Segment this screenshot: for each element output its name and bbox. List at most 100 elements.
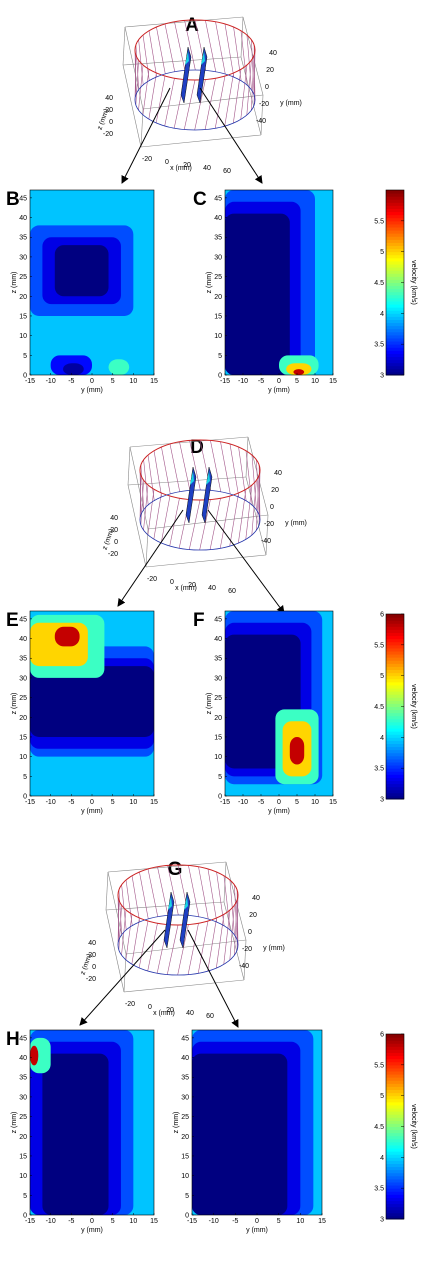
colorbar-tick-label: 6	[380, 1032, 384, 1039]
colorbar-swatch	[386, 257, 404, 262]
colorbar-swatch	[386, 697, 404, 701]
cylinder-hatch	[164, 23, 176, 72]
colorbar-swatch	[386, 1043, 404, 1047]
colorbar-swatch	[386, 264, 404, 268]
colorbar-swatch	[386, 728, 404, 732]
x-tick-label: -20	[142, 156, 152, 163]
y-tick-label: 0	[23, 794, 27, 801]
z-tick-label: -20	[108, 551, 118, 558]
cylinder-hatch	[214, 75, 226, 129]
colorbar-swatch	[386, 1200, 404, 1205]
colorbar-swatch	[386, 688, 404, 692]
panel-label-E: E	[6, 610, 19, 631]
x-axis-label: x (mm)	[153, 1010, 175, 1017]
heatmap-E: E -15 -10 -5 0 5 10 15 0 5 10 15 20 25 30 35 40 45 y (mm) z…	[6, 610, 158, 815]
cube-edge	[127, 446, 131, 486]
cylinder-hatch	[174, 21, 186, 71]
x-axis-label: x (mm)	[175, 585, 197, 592]
cylinder-hatch	[121, 884, 127, 930]
colorbar: 3 3.5 4 4.5 5 5.5 6 velocity (km/s)	[374, 612, 417, 804]
colorbar-swatch	[386, 786, 404, 791]
colorbar-swatch	[386, 1061, 404, 1066]
colorbar-swatch	[386, 223, 404, 228]
z-tick-label: 0	[92, 964, 96, 971]
y-tick-label: 25	[214, 695, 222, 702]
cylinder-hatch	[125, 879, 133, 926]
cylinder-hatch	[147, 489, 155, 535]
cube-edge	[245, 476, 267, 556]
colorbar-swatch	[386, 1154, 404, 1158]
colorbar-swatch	[386, 334, 404, 339]
x-axis-label: y (mm)	[81, 808, 103, 815]
y-tick-label: 30	[181, 1094, 189, 1101]
cylinder-hatch	[143, 459, 149, 505]
colorbar-tick-label: 4.5	[374, 704, 384, 711]
colorbar-swatch	[386, 1145, 404, 1149]
y-tick-label: -20	[259, 101, 269, 108]
x-tick-label: 60	[223, 168, 231, 175]
colorbar-swatch	[386, 641, 404, 646]
cylinder-bottom-ring	[139, 489, 261, 551]
x-tick-label: 20	[166, 1007, 174, 1014]
colorbar-label: velocity (km/s)	[410, 260, 417, 305]
y-tick-label: 20	[19, 294, 27, 301]
y-tick-label: 15	[19, 313, 27, 320]
colorbar-swatch	[386, 331, 404, 336]
cylinder-hatch	[187, 923, 199, 975]
colorbar-swatch	[386, 1212, 404, 1217]
cylinder-hatch	[135, 60, 139, 106]
colorbar-swatch	[386, 777, 404, 781]
colorbar-swatch	[386, 774, 404, 778]
y-tick-label: 40	[19, 215, 27, 222]
cylinder-hatch	[234, 884, 238, 940]
cylinder-hatch	[216, 871, 225, 926]
colorbar-swatch	[386, 193, 404, 197]
colorbar-swatch	[386, 669, 404, 674]
colorbar-swatch	[386, 1172, 404, 1177]
cylinder-hatch	[118, 889, 123, 935]
colorbar-tick-label: 4.5	[374, 1124, 384, 1131]
colorbar-tick-label: 4	[380, 735, 384, 742]
velocity-slice-highlight	[184, 896, 188, 910]
slice-arrow	[121, 87, 171, 184]
x-tick-label: 10	[311, 378, 319, 385]
x-tick-label: -5	[232, 1218, 238, 1225]
z-tick-label: 20	[105, 107, 113, 114]
colorbar-swatch	[386, 789, 404, 794]
y-tick-label: 40	[19, 1055, 27, 1062]
y-tick-label: 35	[19, 1075, 27, 1082]
x-tick-label: 0	[165, 159, 169, 166]
colorbar-swatch	[386, 1046, 404, 1050]
y-tick-label: 45	[214, 616, 222, 623]
cylinder-hatch	[179, 441, 191, 491]
colorbar-swatch	[386, 1160, 404, 1164]
colorbar-swatch	[386, 220, 404, 225]
cube-edge	[243, 939, 247, 981]
y-tick-label: 30	[19, 675, 27, 682]
cylinder-hatch	[142, 69, 150, 115]
cylinder-hatch	[246, 60, 252, 116]
x-tick-label: -15	[220, 378, 230, 385]
cylinder-bottom-ring	[117, 914, 239, 976]
y-axis-label: z (mm)	[173, 1112, 180, 1134]
cylinder-hatch	[189, 440, 201, 491]
y-tick-label: 5	[185, 1193, 189, 1200]
y-tick-label: 5	[218, 774, 222, 781]
colorbar-swatch	[386, 1077, 404, 1081]
colorbar-swatch	[386, 755, 404, 760]
x-tick-label: 15	[150, 378, 158, 385]
panel-label-C: C	[193, 189, 207, 210]
x-tick-label: 15	[329, 799, 337, 806]
heatmap-F: F -15 -10 -5 0 5 10 15 0 5 10 15 20 25 30 35 40 45 y (mm) z…	[193, 610, 337, 815]
colorbar-swatch	[386, 617, 404, 621]
x-tick-label: 0	[277, 799, 281, 806]
x-tick-label: 10	[129, 1218, 137, 1225]
y-tick-label: 0	[23, 373, 27, 380]
cylinder-bottom-ring	[134, 69, 256, 131]
cylinder-hatch	[142, 34, 150, 81]
colorbar-swatch	[386, 1080, 404, 1084]
cylinder-hatch	[209, 498, 221, 550]
colorbar-swatch	[386, 365, 404, 370]
